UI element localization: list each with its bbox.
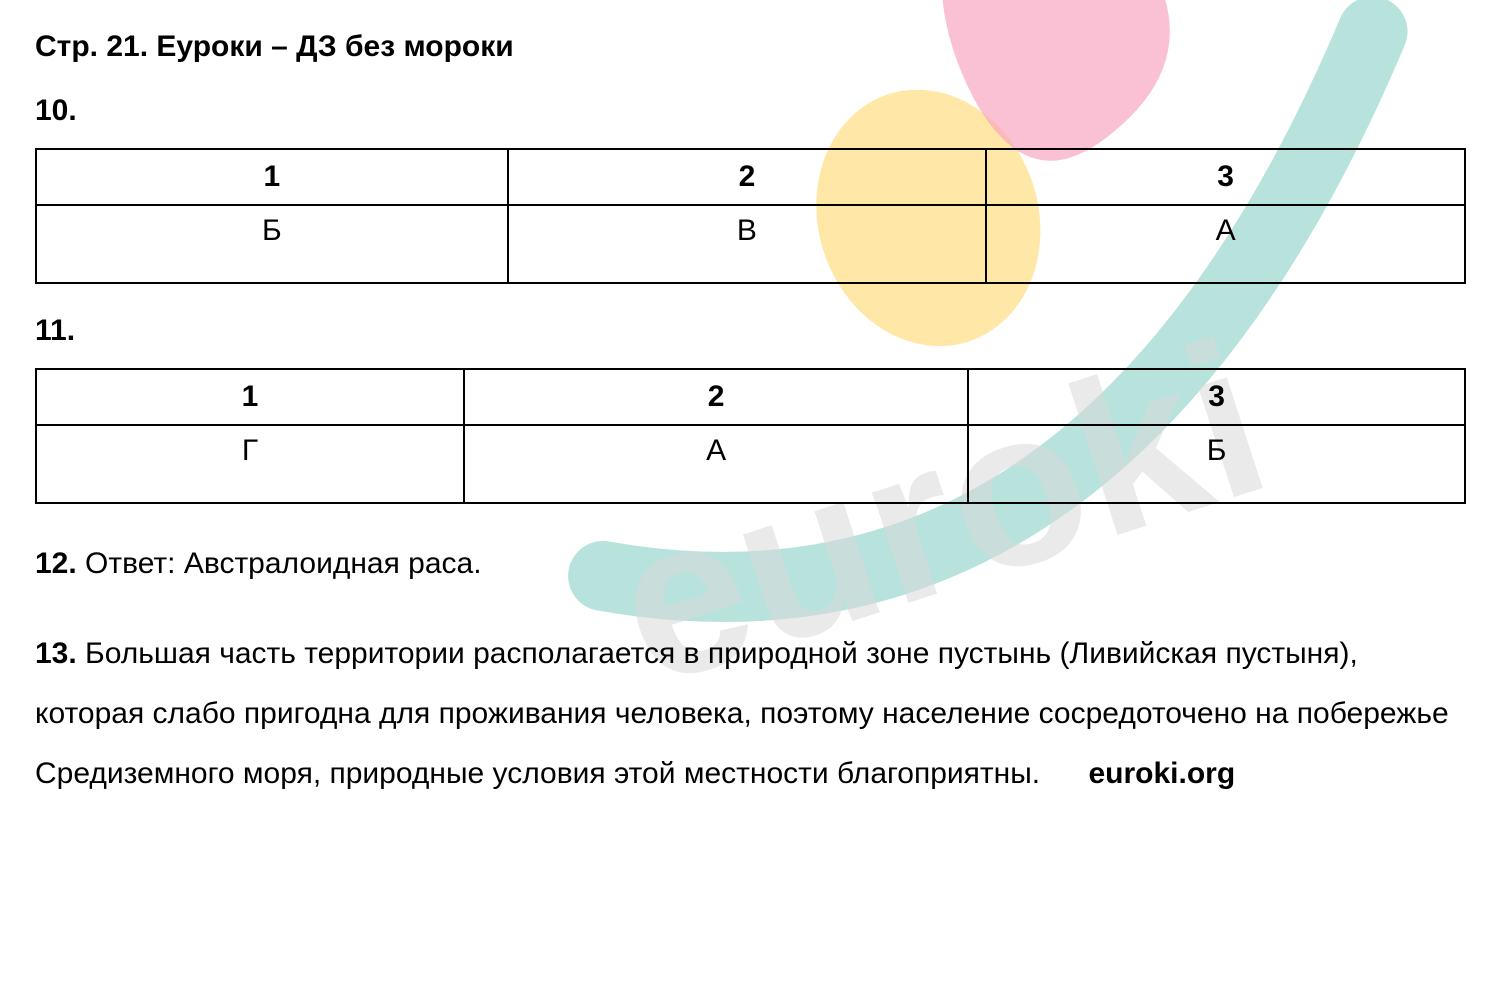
table-q10: 1 2 3 Б В А [35,148,1466,284]
cell: А [986,205,1465,283]
table-q11: 1 2 3 Г А Б [35,368,1466,504]
q13-text: Большая часть территории располагается в… [35,637,1449,790]
table-row: Г А Б [36,425,1465,503]
paragraph-q13: 13. Большая часть территории располагает… [35,624,1466,804]
paragraph-q12: 12. Ответ: Австралоидная раса. [35,534,1466,594]
cell: Г [36,425,464,503]
col-header: 3 [986,149,1465,205]
q12-text: Ответ: Австралоидная раса. [77,547,482,580]
col-header: 2 [508,149,987,205]
col-header: 2 [464,369,968,425]
table-header-row: 1 2 3 [36,149,1465,205]
section-11-label: 11. [35,314,1466,348]
cell: Б [968,425,1465,503]
cell: В [508,205,987,283]
cell: Б [36,205,508,283]
table-row: Б В А [36,205,1465,283]
cell: А [464,425,968,503]
q13-number: 13. [35,637,77,670]
page-title: Стр. 21. Еуроки – ДЗ без мороки [35,30,1466,64]
col-header: 1 [36,369,464,425]
q12-number: 12. [35,547,77,580]
col-header: 3 [968,369,1465,425]
col-header: 1 [36,149,508,205]
section-10-label: 10. [35,94,1466,128]
footer-brand: euroki.org [1088,757,1235,790]
page-content: Стр. 21. Еуроки – ДЗ без мороки 10. 1 2 … [0,0,1501,834]
table-header-row: 1 2 3 [36,369,1465,425]
